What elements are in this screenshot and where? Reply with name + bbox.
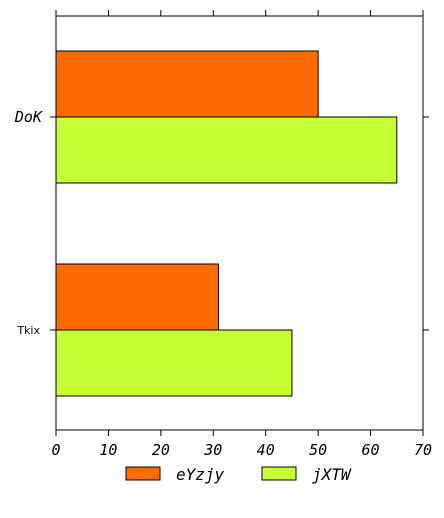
plot-frame [55, 15, 424, 431]
x-tick-label: 30 [203, 441, 222, 459]
x-tick-label: 20 [152, 441, 170, 459]
y-category-label: DoK [14, 108, 43, 126]
bar-eYzjy-Tkix [55, 263, 220, 331]
x-tick-label: 70 [414, 441, 432, 459]
legend-swatch-jXTW [261, 466, 297, 481]
x-tick-label: 0 [51, 441, 60, 459]
legend-label-jXTW: jXTW [312, 465, 352, 484]
x-tick-label: 40 [257, 441, 275, 459]
x-tick-label: 50 [309, 441, 327, 459]
y-category-label: Tkix [16, 324, 40, 337]
bar-eYzjy-DoK [55, 50, 319, 118]
bar-jXTW-DoK [55, 116, 398, 184]
legend: eYzjy jXTW [125, 465, 352, 484]
legend-label-eYzjy: eYzjy [176, 465, 225, 484]
bar-jXTW-Tkix [55, 329, 293, 397]
ticks-layer: 0 10 20 30 40 50 60 70 DoK Tkix [14, 10, 432, 459]
x-tick-label: 60 [362, 441, 380, 459]
x-tick-label: 10 [99, 441, 117, 459]
legend-swatch-eYzjy [125, 466, 161, 481]
bars-layer [55, 50, 398, 397]
